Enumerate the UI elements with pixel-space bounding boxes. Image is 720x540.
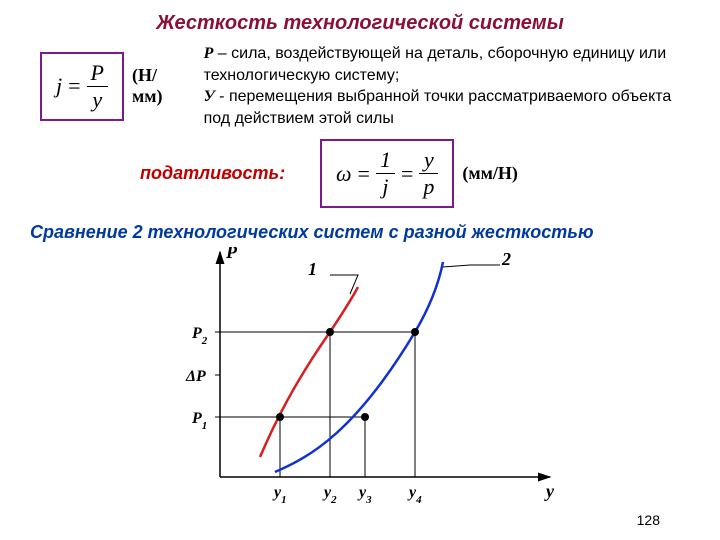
svg-text:2: 2 [501, 249, 511, 269]
svg-text:y3: y3 [357, 484, 372, 506]
svg-text:y1: y1 [272, 484, 287, 506]
formula-stiffness: j = P y [40, 52, 124, 121]
svg-text:y4: y4 [407, 484, 422, 506]
unit-stiffness: (Н/мм) [132, 65, 174, 107]
svg-text:y: y [544, 481, 555, 501]
svg-text:P1: P1 [191, 410, 207, 432]
page-title: Жесткость технологической системы [0, 0, 720, 35]
unit-compliance: (мм/Н) [462, 163, 518, 184]
stiffness-row: j = P y (Н/мм) Р – сила, воздействующей … [0, 43, 720, 129]
svg-text:P2: P2 [191, 325, 208, 347]
comparison-subtitle: Сравнение 2 технологических систем с раз… [0, 222, 720, 243]
page-number: 128 [637, 512, 660, 528]
stiffness-chart: Py P2 P1 ΔP y1 y2 y3 y4 1 2 [180, 247, 580, 507]
svg-text:y2: y2 [322, 484, 337, 506]
compliance-row: податливость: ω = 1 j = y p (мм/Н) [0, 139, 720, 208]
svg-text:ΔP: ΔP [185, 368, 206, 385]
svg-text:P: P [225, 247, 238, 262]
svg-text:1: 1 [308, 259, 317, 279]
description-text: Р – сила, воздействующей на деталь, сбор… [204, 43, 700, 129]
compliance-label: податливость: [140, 164, 280, 184]
formula-compliance: ω = 1 j = y p [320, 139, 454, 208]
